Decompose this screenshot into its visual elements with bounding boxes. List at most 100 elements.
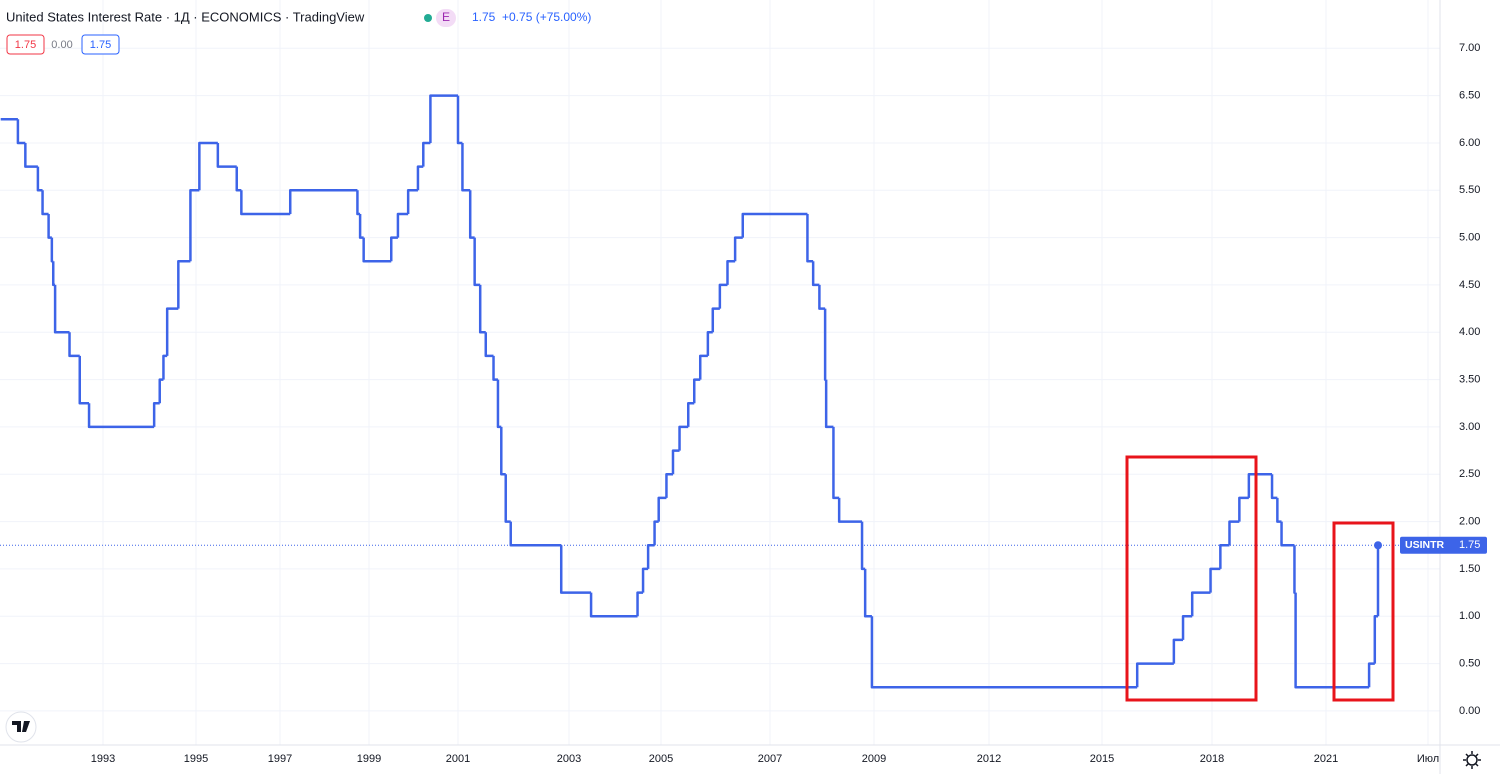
badge[interactable]: E: [442, 10, 450, 24]
step-segment: [559, 545, 592, 594]
y-tick-label: 7.00: [1459, 42, 1480, 54]
step-segment: [362, 237, 392, 263]
x-tick-label: 1997: [268, 753, 292, 765]
settings-button[interactable]: [1463, 751, 1481, 769]
step-segment: [678, 425, 689, 451]
step-segment: [1190, 591, 1211, 617]
y-tick-label: 3.50: [1459, 374, 1480, 386]
step-segment: [823, 308, 827, 381]
x-tick-label: 2007: [758, 753, 782, 765]
step-segment: [158, 378, 164, 404]
y-tick-label: 4.50: [1459, 279, 1480, 291]
step-segment: [456, 95, 463, 145]
status-dot: [424, 14, 432, 22]
step-segment: [162, 354, 168, 380]
x-tick-label: 2012: [977, 753, 1001, 765]
step-segment: [657, 496, 667, 522]
step-segment: [396, 212, 409, 238]
x-tick-label: 2015: [1090, 753, 1114, 765]
y-tick-label: 1.50: [1459, 563, 1480, 575]
legend-change: +0.75 (+75.00%): [502, 10, 591, 24]
step-segment: [671, 449, 680, 475]
y-tick-label: 5.00: [1459, 232, 1480, 244]
step-segment: [718, 283, 728, 309]
step-segment: [87, 403, 155, 429]
y-tick-label: 2.00: [1459, 516, 1480, 528]
step-segment: [235, 166, 242, 192]
step-segment: [356, 190, 361, 216]
y-tick-label: 4.00: [1459, 326, 1480, 338]
step-segment: [36, 166, 43, 192]
step-segment: [711, 307, 720, 333]
x-tick-label: 2003: [557, 753, 581, 765]
step-segment: [165, 307, 179, 356]
step-segment: [78, 355, 90, 405]
step-segment: [429, 94, 458, 143]
step-segment: [240, 190, 291, 216]
step-segment: [832, 426, 840, 500]
step-segment: [1247, 473, 1273, 498]
badge-bg[interactable]: [436, 9, 456, 27]
step-segment: [478, 284, 486, 334]
ohlc-value: 1.75: [15, 39, 36, 51]
step-segment: [1172, 638, 1184, 664]
x-tick-label: 1995: [184, 753, 208, 765]
ohlc-box: [81, 34, 120, 55]
step-segment: [863, 568, 872, 618]
y-tick-label: 5.50: [1459, 184, 1480, 196]
step-segment: [288, 189, 358, 214]
step-segment: [1219, 544, 1230, 569]
step-segment: [177, 260, 191, 309]
step-segment: [496, 379, 502, 429]
x-tick-label: 2021: [1314, 753, 1338, 765]
step-segment: [726, 260, 736, 285]
x-tick-label: 2005: [649, 753, 673, 765]
ohlc-box: [6, 34, 45, 55]
x-tick-label: 1999: [357, 753, 381, 765]
logo[interactable]: [5, 711, 37, 743]
step-segment: [504, 474, 511, 523]
step-segment: [468, 190, 475, 239]
gear-teeth[interactable]: [1463, 751, 1481, 769]
axes: 0.00 0.50 1.00 1.50 2.00 2.50 3.00 3.50 4.00 4.50…: [91, 42, 1487, 765]
step-segment: [811, 261, 820, 287]
step-segment: [741, 212, 808, 238]
step-segment: [51, 261, 56, 287]
step-segment: [641, 567, 649, 593]
y-tick-label: 6.50: [1459, 90, 1480, 102]
y-tick-label: 6.00: [1459, 137, 1480, 149]
logo-icon[interactable]: [12, 721, 30, 732]
step-segment: [41, 190, 49, 216]
step-segment: [1209, 567, 1221, 593]
gear[interactable]: [1466, 754, 1478, 766]
step-segment: [216, 142, 237, 168]
step-segment: [665, 473, 673, 498]
step-segment: [706, 331, 713, 356]
step-segment: [473, 237, 481, 287]
highlight-box: [1125, 455, 1258, 702]
step-segment: [461, 142, 471, 192]
step-segment: [68, 332, 80, 358]
ohlc-value: 1.75: [90, 39, 111, 51]
x-tick-label: Июл: [1417, 753, 1439, 765]
price-label-bg: [1400, 536, 1487, 554]
step-segment: [692, 378, 701, 404]
step-segment: [16, 119, 26, 145]
step-segment: [1294, 592, 1370, 689]
step-segment: [416, 165, 424, 191]
step-segment: [806, 213, 814, 263]
step-segment: [824, 379, 834, 429]
y-tick-label: 2.50: [1459, 468, 1480, 480]
step-segment: [1373, 615, 1378, 664]
step-segment: [1228, 520, 1240, 546]
last-point: [1374, 541, 1382, 550]
step-segment: [589, 592, 638, 618]
step-segment: [870, 616, 1138, 689]
x-tick-label: 2001: [446, 753, 470, 765]
step-segment: [53, 284, 70, 334]
price-label-name: USINTR: [1405, 539, 1445, 551]
y-tick-label: 0.50: [1459, 657, 1480, 669]
plot-area: [0, 94, 1400, 689]
